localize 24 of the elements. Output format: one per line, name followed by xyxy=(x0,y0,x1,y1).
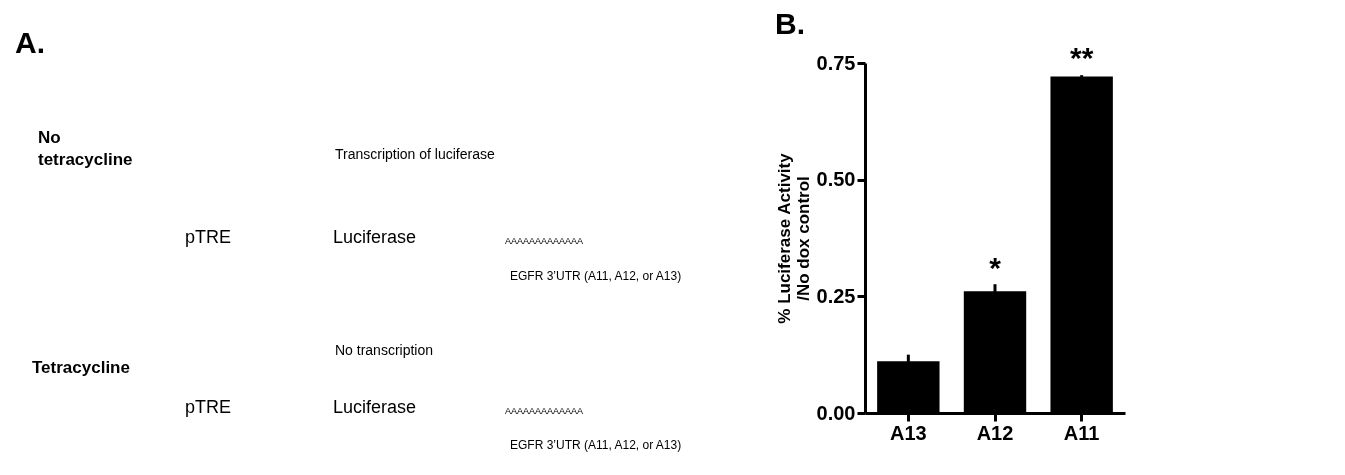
y-axis-title: % Luciferase Activity /No dox control xyxy=(774,152,813,324)
annotation: ** xyxy=(1069,41,1094,75)
text: No tetracycline xyxy=(38,128,133,169)
y-tick-label: 0.50 xyxy=(816,168,856,191)
chart-title: B. xyxy=(775,7,806,41)
y-tick-label: 0.00 xyxy=(816,401,856,424)
text: Luciferase xyxy=(333,227,417,247)
y-tick-label: 0.25 xyxy=(816,284,856,307)
text: EGFR 3’UTR (A11, A12, or A13) xyxy=(510,269,682,283)
text: A. xyxy=(15,26,45,59)
annotation: * xyxy=(989,250,1002,284)
x-tick-label: A11 xyxy=(1063,421,1100,444)
text: Luciferase xyxy=(333,397,417,417)
y-tick-label: 0.75 xyxy=(816,51,856,74)
text: pTRE xyxy=(185,397,232,417)
x-tick-label: A13 xyxy=(889,421,927,444)
text: pTRE xyxy=(185,227,232,247)
text: Tetracycline xyxy=(32,358,130,377)
text: No transcription xyxy=(335,342,434,358)
x-tick-label: A12 xyxy=(976,421,1014,444)
text: Transcription of luciferase xyxy=(335,146,495,162)
text: AAAAAAAAAAAAA xyxy=(505,406,584,416)
text: EGFR 3’UTR (A11, A12, or A13) xyxy=(510,438,682,452)
text: AAAAAAAAAAAAA xyxy=(505,236,584,246)
